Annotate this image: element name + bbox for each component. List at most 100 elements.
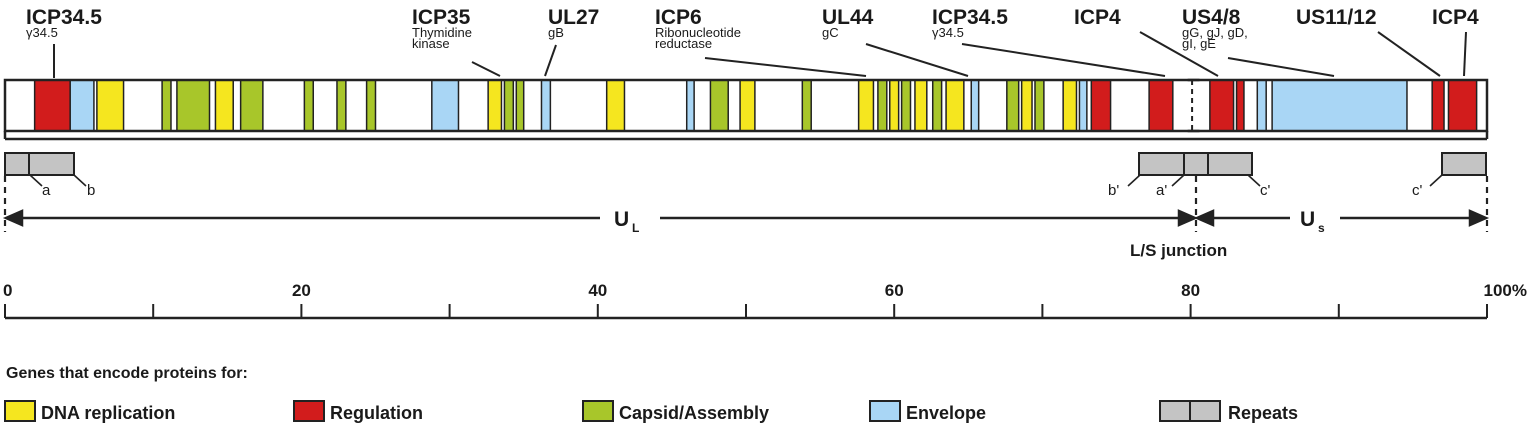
gene-label-us4-8: US4/8gG, gJ, gD,gI, gE bbox=[1182, 6, 1248, 51]
leader-icp34-5-right bbox=[961, 43, 1166, 77]
gene-name-icp4-left: ICP4 bbox=[1074, 6, 1121, 29]
gene-sub-us4-8: gI, gE bbox=[1182, 36, 1216, 51]
legend-swatch-repeats-b bbox=[1189, 400, 1221, 422]
leader-ul44 bbox=[865, 43, 969, 77]
scale-axis: 0 20 40 60 80 100% bbox=[3, 281, 1527, 320]
genome-segment-capsid bbox=[801, 79, 812, 132]
genome-segment-capsid bbox=[176, 79, 211, 132]
repeat-c-prime-box bbox=[1207, 152, 1253, 176]
gene-sub-icp34-5-right: γ34.5 bbox=[932, 25, 964, 40]
genome-segment-envelope bbox=[1078, 79, 1088, 132]
genome-segment-capsid bbox=[900, 79, 912, 132]
leader-repeat-c-prime bbox=[1247, 174, 1261, 187]
repeat-label-a-prime: a' bbox=[1156, 182, 1167, 199]
genome-segment-dna-replication bbox=[96, 79, 125, 132]
scale-label-40: 40 bbox=[588, 281, 607, 300]
genome-segment-dna-replication bbox=[857, 79, 875, 132]
gene-name-icp4-right: ICP4 bbox=[1432, 6, 1479, 29]
legend-swatch-repeats-a bbox=[1159, 400, 1191, 422]
genome-segment-capsid bbox=[365, 79, 377, 132]
legend-swatch-envelope bbox=[869, 400, 901, 422]
region-us-sub: s bbox=[1318, 221, 1325, 235]
repeat-label-b: b bbox=[87, 182, 95, 199]
leader-us4-8 bbox=[1227, 57, 1335, 77]
region-arrows bbox=[2, 209, 1490, 227]
region-ul-main: U bbox=[614, 208, 629, 231]
gene-name-icp34-5-right: ICP34.5 bbox=[932, 6, 1008, 29]
gene-labels: ICP34.5γ34.5ICP35ThymidinekinaseUL27gBIC… bbox=[26, 6, 1479, 51]
region-labels: U L U s L/S junction bbox=[614, 208, 1325, 260]
leader-repeat-c-prime-right bbox=[1429, 174, 1443, 187]
genome-segment-capsid bbox=[877, 79, 888, 132]
genome-segments bbox=[33, 79, 1478, 132]
repeat-b-box bbox=[28, 152, 75, 176]
repeat-a-prime-box bbox=[1183, 152, 1209, 176]
us-arrowhead-left bbox=[1193, 209, 1215, 227]
repeat-leaders bbox=[29, 174, 1443, 187]
gene-leader-lines bbox=[53, 31, 1467, 78]
scale-label-0: 0 bbox=[3, 281, 12, 300]
repeat-label-c-prime-right: c' bbox=[1412, 182, 1423, 199]
genome-segment-envelope bbox=[431, 79, 460, 132]
genome-bar bbox=[3, 78, 1489, 133]
ul-arrowhead-right bbox=[1177, 209, 1199, 227]
junction-gap bbox=[1187, 78, 1198, 133]
gene-sub-ul44: gC bbox=[822, 25, 839, 40]
leader-us11-12 bbox=[1377, 31, 1441, 77]
genome-segment-capsid bbox=[709, 79, 729, 132]
leader-ul27 bbox=[544, 44, 557, 77]
genome-segment-envelope bbox=[540, 79, 552, 132]
genome-segment-dna-replication bbox=[889, 79, 900, 132]
us-arrowhead-right bbox=[1468, 209, 1490, 227]
legend-swatch-dna-replication bbox=[4, 400, 36, 422]
genome-segment-capsid bbox=[515, 79, 525, 132]
gene-sub-icp6: Ribonucleotide bbox=[655, 25, 741, 40]
gene-sub-us4-8: gG, gJ, gD, bbox=[1182, 25, 1248, 40]
gene-sub-icp35: Thymidine bbox=[412, 25, 472, 40]
genome-segment-envelope bbox=[685, 79, 695, 132]
genome-segment-regulation bbox=[1090, 79, 1112, 132]
genome-segment-capsid bbox=[931, 79, 943, 132]
scale-label-80: 80 bbox=[1181, 281, 1200, 300]
repeat-b-prime-box bbox=[1138, 152, 1185, 176]
genome-segment-regulation bbox=[1447, 79, 1478, 132]
genome-segment-capsid bbox=[239, 79, 264, 132]
gene-name-icp35: ICP35 bbox=[412, 6, 471, 29]
repeat-label-b-prime: b' bbox=[1108, 182, 1119, 199]
genome-segment-regulation bbox=[1209, 79, 1235, 132]
gene-sub-icp6: reductase bbox=[655, 36, 712, 51]
gene-name-ul44: UL44 bbox=[822, 6, 874, 29]
leader-icp4-left bbox=[1139, 31, 1219, 77]
leader-repeat-b-prime bbox=[1127, 174, 1141, 187]
legend-label-dna-replication: DNA replication bbox=[41, 403, 175, 423]
genome-segment-regulation bbox=[1148, 79, 1174, 132]
gene-name-icp6: ICP6 bbox=[655, 6, 702, 29]
ls-junction-label: L/S junction bbox=[1130, 241, 1227, 260]
genome-segment-dna-replication bbox=[1020, 79, 1033, 132]
genome-segment-capsid bbox=[1006, 79, 1020, 132]
legend-swatch-capsid bbox=[582, 400, 614, 422]
genome-segment-capsid bbox=[336, 79, 347, 132]
repeat-regions bbox=[4, 152, 1487, 176]
genome-bracket bbox=[3, 131, 1489, 141]
repeat-labels: a b b' a' c' c' bbox=[42, 182, 1423, 199]
genome-segment-regulation bbox=[1431, 79, 1445, 132]
gene-sub-ul27: gB bbox=[548, 25, 564, 40]
gene-name-us4-8: US4/8 bbox=[1182, 6, 1241, 29]
scale-tick-labels: 0 20 40 60 80 100% bbox=[3, 281, 1527, 300]
repeat-label-c-prime: c' bbox=[1260, 182, 1271, 199]
ul-arrowhead-left bbox=[2, 209, 24, 227]
legend-label-envelope: Envelope bbox=[906, 403, 986, 423]
leader-icp6 bbox=[704, 57, 867, 77]
genome-segment-dna-replication bbox=[1062, 79, 1078, 132]
repeat-a-box bbox=[4, 152, 30, 176]
gene-name-us11-12: US11/12 bbox=[1296, 6, 1377, 29]
leader-icp35 bbox=[471, 61, 501, 77]
leader-repeat-b bbox=[73, 174, 87, 187]
gene-name-icp34-5-left: ICP34.5 bbox=[26, 6, 102, 29]
genome-segment-capsid bbox=[161, 79, 172, 132]
